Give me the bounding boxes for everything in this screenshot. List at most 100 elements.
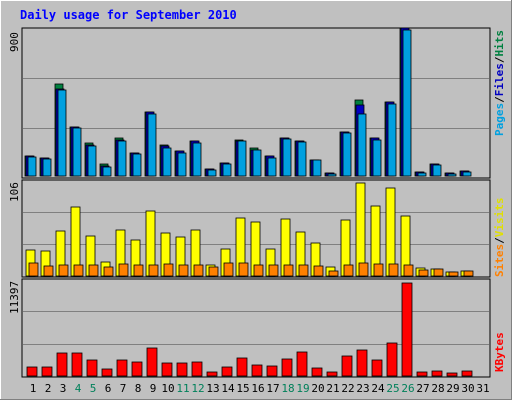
bar-kbytes-day-9 — [146, 347, 158, 377]
bar-pages-day-21 — [327, 173, 337, 177]
day-label-24: 24 — [371, 382, 385, 395]
bar-sites-day-20 — [313, 265, 324, 277]
chart-title: Daily usage for September 2010 — [20, 8, 237, 22]
bar-kbytes-day-10 — [161, 362, 173, 377]
bar-kbytes-day-8 — [131, 361, 143, 377]
bar-pages-day-5 — [87, 145, 97, 177]
bar-visits-day-23 — [355, 182, 366, 277]
bar-kbytes-day-5 — [86, 359, 98, 377]
bar-kbytes-day-2 — [41, 366, 53, 377]
bar-pages-day-19 — [297, 141, 307, 177]
daily-hits-legend: Pages/Files/Hits — [493, 30, 506, 136]
bar-sites-day-5 — [88, 264, 99, 277]
day-label-22: 22 — [341, 382, 354, 395]
bar-sites-day-18 — [283, 264, 294, 277]
bar-sites-day-6 — [103, 266, 114, 277]
bar-kbytes-day-3 — [56, 352, 68, 377]
day-axis-labels: 1 2 3 4 5 6 7 8 9 10 11 12 13 14 15 16 17 18 19 20 21 22 23 24 2… — [30, 382, 490, 395]
day-label-10: 10 — [161, 382, 174, 395]
day-label-29: 29 — [446, 382, 459, 395]
day-label-17: 17 — [266, 382, 279, 395]
day-label-8: 8 — [135, 382, 142, 395]
bar-sites-day-15 — [238, 262, 249, 277]
bar-pages-day-10 — [162, 147, 172, 177]
day-label-9: 9 — [150, 382, 157, 395]
bar-pages-day-1 — [27, 156, 37, 177]
bar-sites-day-14 — [223, 262, 234, 277]
bar-kbytes-day-17 — [266, 365, 278, 377]
day-label-6: 6 — [105, 382, 112, 395]
day-label-14: 14 — [221, 382, 235, 395]
bar-pages-day-28 — [432, 164, 442, 177]
bar-pages-day-24 — [372, 139, 382, 177]
bar-sites-day-25 — [388, 263, 399, 277]
daily-kbytes-bars — [26, 282, 473, 377]
bar-pages-day-18 — [282, 138, 292, 177]
bar-kbytes-day-6 — [101, 368, 113, 377]
bar-kbytes-day-28 — [431, 370, 443, 377]
daily-kbytes-panel: 11397 KBytes — [8, 278, 506, 378]
bar-sites-day-7 — [118, 263, 129, 277]
bar-sites-day-9 — [148, 264, 159, 277]
bar-pages-day-14 — [222, 163, 232, 177]
bar-pages-day-12 — [192, 142, 202, 177]
bar-pages-day-7 — [117, 140, 127, 177]
bar-kbytes-day-11 — [176, 362, 188, 377]
bar-pages-day-30 — [462, 171, 472, 177]
day-label-5: 5 — [90, 382, 97, 395]
bar-pages-day-22 — [342, 132, 352, 177]
bar-kbytes-day-20 — [311, 367, 323, 377]
bar-pages-day-15 — [237, 140, 247, 177]
day-label-25: 25 — [386, 382, 399, 395]
bar-pages-day-25 — [387, 103, 397, 177]
bar-pages-day-27 — [417, 172, 427, 177]
bar-sites-day-22 — [343, 264, 354, 277]
bar-kbytes-day-22 — [341, 355, 353, 377]
bar-kbytes-day-21 — [326, 371, 338, 377]
daily-hits-bars — [24, 27, 472, 177]
bar-pages-day-16 — [252, 149, 262, 177]
day-label-21: 21 — [326, 382, 339, 395]
day-label-23: 23 — [356, 382, 369, 395]
bar-kbytes-day-30 — [461, 370, 473, 377]
bar-sites-day-12 — [193, 264, 204, 277]
bar-sites-day-19 — [298, 264, 309, 277]
bar-pages-day-23 — [357, 113, 367, 177]
bar-kbytes-day-4 — [71, 352, 83, 377]
bar-pages-day-8 — [132, 153, 142, 177]
legend-separator: / — [493, 96, 506, 103]
bar-kbytes-day-25 — [386, 342, 398, 377]
day-label-28: 28 — [431, 382, 444, 395]
bar-pages-day-4 — [72, 127, 82, 177]
bar-kbytes-day-1 — [26, 366, 38, 377]
daily-kbytes-y-max-label: 11397 — [8, 281, 21, 314]
bar-sites-day-17 — [268, 264, 279, 277]
bar-kbytes-day-23 — [356, 349, 368, 377]
bar-sites-day-24 — [373, 263, 384, 277]
bar-sites-day-11 — [178, 264, 189, 277]
bar-pages-day-11 — [177, 152, 187, 177]
bar-sites-day-13 — [208, 266, 219, 277]
daily-hits-y-max-label: 900 — [8, 32, 21, 52]
bar-sites-day-27 — [418, 269, 429, 277]
day-label-18: 18 — [281, 382, 294, 395]
day-label-20: 20 — [311, 382, 324, 395]
bar-sites-day-21 — [328, 270, 339, 277]
bar-sites-day-1 — [28, 262, 39, 277]
bar-kbytes-day-15 — [236, 357, 248, 377]
day-label-19: 19 — [296, 382, 309, 395]
legend-separator: / — [493, 237, 506, 244]
day-label-11: 11 — [176, 382, 189, 395]
bar-sites-day-28 — [433, 268, 444, 277]
daily-visits-bars — [25, 182, 474, 277]
bar-sites-day-30 — [463, 270, 474, 277]
day-label-7: 7 — [120, 382, 127, 395]
bar-sites-day-4 — [73, 264, 84, 277]
bar-kbytes-day-27 — [416, 371, 428, 377]
bar-pages-day-13 — [207, 169, 217, 177]
bar-sites-day-8 — [133, 264, 144, 277]
bar-sites-day-23 — [358, 262, 369, 277]
day-label-12: 12 — [191, 382, 204, 395]
day-label-3: 3 — [60, 382, 67, 395]
